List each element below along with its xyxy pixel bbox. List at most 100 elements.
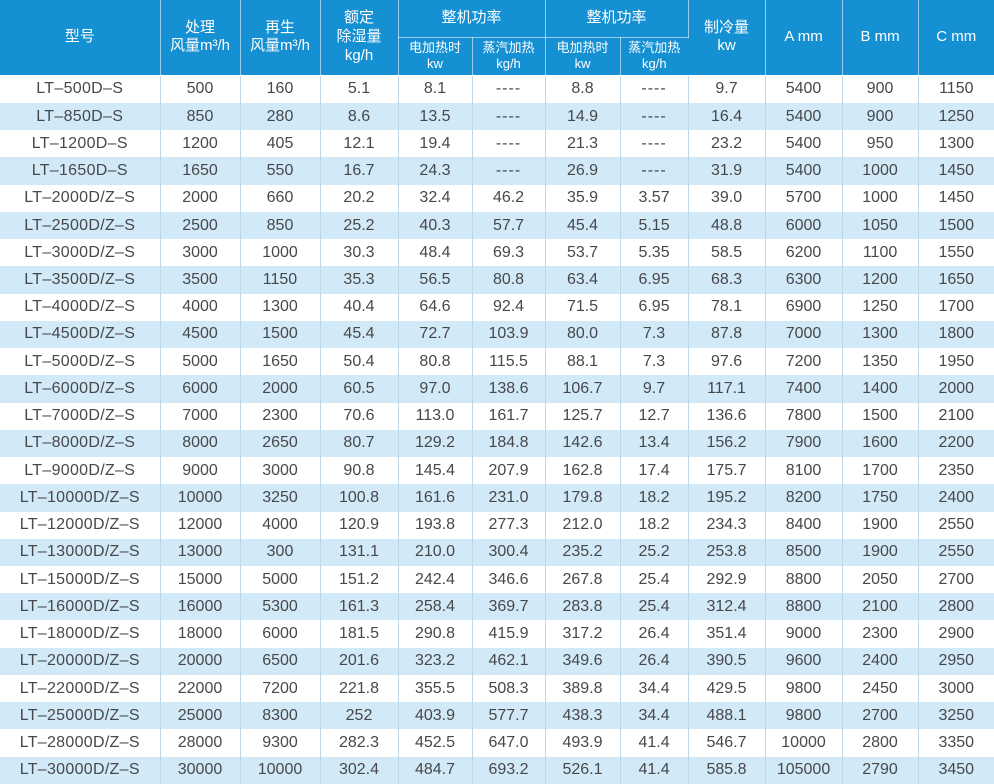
- regen-air-cell: 1650: [240, 348, 321, 376]
- dim-c-cell: 1450: [918, 184, 994, 212]
- model-cell: LT–4000D/Z–S: [0, 293, 161, 321]
- header-line: kg/h: [496, 56, 521, 71]
- col-group-power-2: 整机功率: [545, 0, 689, 38]
- header-line: kg/h: [641, 56, 667, 71]
- dim-c-cell: 1250: [918, 102, 994, 131]
- dim-a-cell: 7800: [765, 402, 843, 430]
- rated-dehum-cell: 282.3: [320, 729, 399, 757]
- dim-b-cell: 1000: [842, 157, 919, 185]
- model-cell: LT–5000D/Z–S: [0, 348, 161, 376]
- power1-steam-cell: 207.9: [472, 457, 546, 485]
- power1-electric-cell: 193.8: [398, 511, 473, 539]
- header-line: 风量m³/h: [169, 37, 230, 55]
- regen-air-cell: 1500: [240, 320, 321, 349]
- cooling-cell: 292.9: [688, 565, 766, 594]
- header-line: 风量m³/h: [249, 37, 310, 55]
- model-cell: LT–4500D/Z–S: [0, 320, 161, 349]
- power1-steam-cell: 92.4: [472, 293, 546, 321]
- model-cell: LT–500D–S: [0, 75, 161, 103]
- rated-dehum-cell: 80.7: [320, 429, 399, 458]
- power2-electric-cell: 212.0: [545, 511, 621, 539]
- rated-dehum-cell: 60.5: [320, 375, 399, 403]
- header-row-top: 型号 处理 风量m³/h 再生 风量m³/h 额定 除湿量 kg/h 整机功率 …: [0, 0, 994, 76]
- table-row: LT–1650D–S 1650 550 16.7 24.3 ---- 26.9 ---- 31.…: [0, 157, 994, 185]
- power1-electric-cell: 323.2: [398, 647, 473, 675]
- regen-air-cell: 300: [240, 538, 321, 566]
- regen-air-cell: 4000: [240, 511, 321, 539]
- power1-electric-cell: 355.5: [398, 674, 473, 703]
- dim-c-cell: 1300: [918, 130, 994, 158]
- table-row: LT–6000D/Z–S 6000 2000 60.5 97.0 138.6 106.7 9.…: [0, 375, 994, 403]
- dim-c-cell: 1500: [918, 211, 994, 240]
- power2-electric-cell: 162.8: [545, 457, 621, 485]
- power1-electric-cell: 80.8: [398, 348, 473, 376]
- power2-electric-cell: 179.8: [545, 484, 621, 512]
- process-air-cell: 20000: [160, 647, 241, 675]
- dim-c-cell: 1150: [918, 75, 994, 103]
- power2-steam-cell: 41.4: [620, 729, 689, 757]
- cooling-cell: 234.3: [688, 511, 766, 539]
- table-row: LT–2000D/Z–S 2000 660 20.2 32.4 46.2 35.9 3.57 3…: [0, 184, 994, 212]
- power2-electric-cell: 389.8: [545, 674, 621, 703]
- col-header-dim-c: C mm: [918, 0, 994, 76]
- table-row: LT–7000D/Z–S 7000 2300 70.6 113.0 161.7 125.7 1…: [0, 402, 994, 430]
- dim-b-cell: 2100: [842, 593, 919, 621]
- col-group-power-1: 整机功率: [398, 0, 546, 38]
- header-line: 电加热时: [556, 40, 609, 56]
- power2-steam-cell: 25.2: [620, 538, 689, 566]
- process-air-cell: 5000: [160, 348, 241, 376]
- power2-steam-cell: 12.7: [620, 402, 689, 430]
- dim-b-cell: 1900: [842, 511, 919, 539]
- power2-electric-cell: 35.9: [545, 184, 621, 212]
- dim-a-cell: 9000: [765, 620, 843, 648]
- cooling-cell: 429.5: [688, 674, 766, 703]
- regen-air-cell: 1150: [240, 266, 321, 294]
- model-cell: LT–1650D–S: [0, 157, 161, 185]
- dim-b-cell: 2050: [842, 565, 919, 594]
- power2-steam-cell: 6.95: [620, 266, 689, 294]
- dim-b-cell: 2700: [842, 702, 919, 730]
- rated-dehum-cell: 25.2: [320, 211, 399, 240]
- dim-b-cell: 1400: [842, 375, 919, 403]
- dim-c-cell: 3250: [918, 702, 994, 730]
- cooling-cell: 253.8: [688, 538, 766, 566]
- power1-electric-cell: 452.5: [398, 729, 473, 757]
- rated-dehum-cell: 100.8: [320, 484, 399, 512]
- header-line: 再生: [264, 18, 295, 36]
- cooling-cell: 175.7: [688, 457, 766, 485]
- col-header-power2-steam: 蒸汽加热 kg/h: [620, 37, 689, 76]
- cooling-cell: 136.6: [688, 402, 766, 430]
- power2-electric-cell: 267.8: [545, 565, 621, 594]
- process-air-cell: 10000: [160, 484, 241, 512]
- power2-electric-cell: 438.3: [545, 702, 621, 730]
- power2-steam-cell: 6.95: [620, 293, 689, 321]
- dim-b-cell: 1500: [842, 402, 919, 430]
- dim-b-cell: 1750: [842, 484, 919, 512]
- model-cell: LT–15000D/Z–S: [0, 565, 161, 594]
- regen-air-cell: 2650: [240, 429, 321, 458]
- dim-c-cell: 1700: [918, 293, 994, 321]
- process-air-cell: 15000: [160, 565, 241, 594]
- power1-steam-cell: 415.9: [472, 620, 546, 648]
- dim-c-cell: 1650: [918, 266, 994, 294]
- table-row: LT–18000D/Z–S 18000 6000 181.5 290.8 415.9 317…: [0, 620, 994, 648]
- power2-steam-cell: 26.4: [620, 647, 689, 675]
- model-cell: LT–20000D/Z–S: [0, 647, 161, 675]
- power1-steam-cell: 369.7: [472, 593, 546, 621]
- dim-b-cell: 900: [842, 75, 919, 103]
- power2-steam-cell: 18.2: [620, 511, 689, 539]
- rated-dehum-cell: 252: [320, 702, 399, 730]
- model-cell: LT–2000D/Z–S: [0, 184, 161, 212]
- process-air-cell: 4500: [160, 320, 241, 349]
- cooling-cell: 48.8: [688, 211, 766, 240]
- power2-steam-cell: ----: [620, 75, 689, 103]
- power2-electric-cell: 106.7: [545, 375, 621, 403]
- process-air-cell: 1200: [160, 130, 241, 158]
- process-air-cell: 3500: [160, 266, 241, 294]
- power2-steam-cell: 34.4: [620, 674, 689, 703]
- power1-electric-cell: 129.2: [398, 429, 473, 458]
- dim-c-cell: 3450: [918, 756, 994, 784]
- rated-dehum-cell: 302.4: [320, 756, 399, 784]
- power2-steam-cell: 3.57: [620, 184, 689, 212]
